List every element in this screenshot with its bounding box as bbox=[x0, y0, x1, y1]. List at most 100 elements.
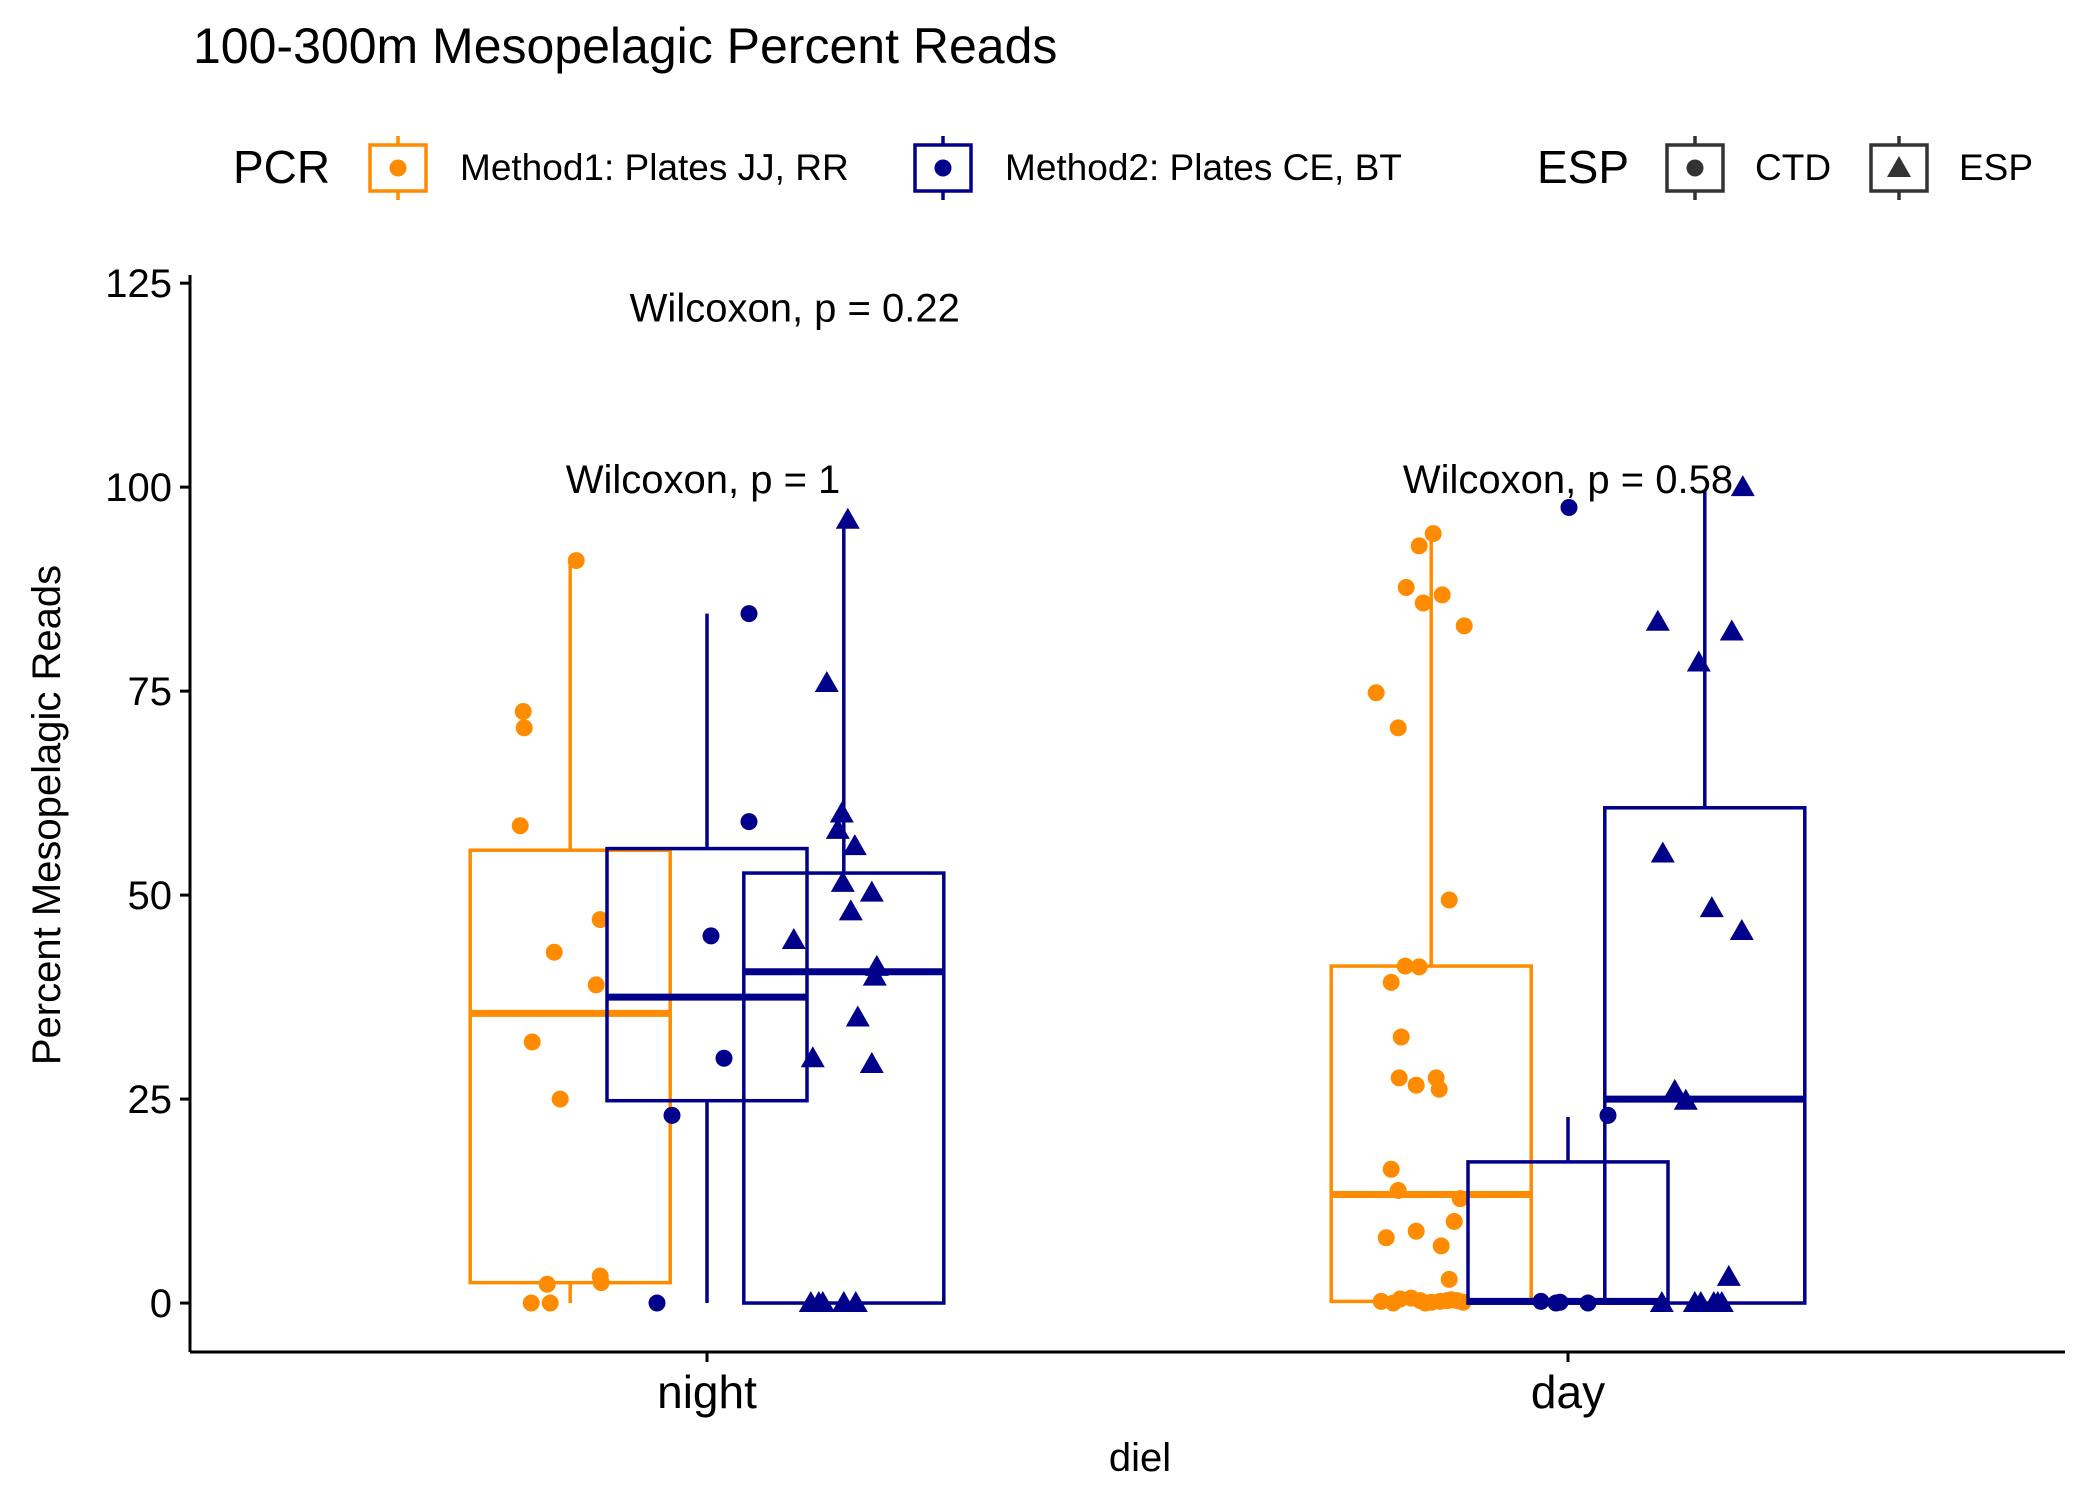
data-point bbox=[1709, 1291, 1734, 1313]
data-point bbox=[835, 507, 860, 529]
data-point bbox=[1455, 617, 1473, 635]
data-point bbox=[1662, 1078, 1687, 1100]
data-point bbox=[1407, 1076, 1425, 1094]
legend-key-pcr bbox=[913, 136, 973, 200]
y-tick-label: 125 bbox=[105, 262, 172, 306]
data-point bbox=[1673, 1088, 1698, 1110]
data-point bbox=[859, 880, 884, 902]
data-point bbox=[523, 1033, 541, 1051]
box bbox=[1329, 964, 1533, 1304]
plot-area: 0 25 50 75 100 125 night day Wilcoxon, p = 0.22 W… bbox=[105, 262, 2065, 1418]
legend-key-esp bbox=[1869, 136, 1929, 200]
data-point bbox=[592, 1274, 610, 1292]
y-axis-label: Percent Mesopelagic Reads bbox=[25, 565, 69, 1065]
data-point bbox=[1410, 537, 1428, 555]
data-point bbox=[515, 719, 533, 737]
data-point bbox=[1730, 475, 1755, 497]
legend-key-pcr bbox=[368, 136, 428, 200]
data-point bbox=[740, 813, 758, 831]
data-point bbox=[1440, 1270, 1458, 1288]
x-tick-label: night bbox=[657, 1366, 757, 1418]
x-tick-label: day bbox=[1531, 1366, 1605, 1418]
data-point bbox=[1424, 525, 1442, 543]
data-point bbox=[1650, 841, 1675, 863]
legend-key-marker bbox=[1887, 156, 1911, 177]
data-point bbox=[511, 817, 529, 835]
data-point bbox=[514, 703, 532, 721]
legend-label-pcr: Method1: Plates JJ, RR bbox=[460, 147, 849, 188]
data-point bbox=[1599, 1106, 1617, 1124]
legend-label-pcr: Method2: Plates CE, BT bbox=[1005, 147, 1402, 188]
data-point bbox=[1649, 1291, 1674, 1313]
data-point bbox=[800, 1046, 825, 1068]
data-point bbox=[810, 1291, 835, 1313]
box-group-day bbox=[1466, 499, 1670, 1312]
box-group-night bbox=[468, 552, 672, 1312]
y-tick-label: 25 bbox=[128, 1078, 173, 1122]
data-point bbox=[1579, 1294, 1597, 1312]
data-point bbox=[663, 1106, 681, 1124]
chart-title: 100-300m Mesopelagic Percent Reads bbox=[193, 18, 1057, 74]
legend-key-esp bbox=[1665, 136, 1725, 200]
data-point bbox=[814, 670, 839, 692]
data-point bbox=[567, 552, 585, 570]
legend-key-marker bbox=[389, 159, 407, 177]
box bbox=[1466, 1160, 1670, 1305]
y-tick-label: 0 bbox=[150, 1282, 172, 1326]
data-point bbox=[842, 834, 867, 856]
data-point bbox=[1729, 918, 1754, 940]
data-point bbox=[1719, 619, 1744, 641]
data-point bbox=[1560, 499, 1578, 517]
data-point bbox=[702, 927, 720, 945]
data-point bbox=[1377, 1229, 1395, 1247]
legend-label-esp: CTD bbox=[1755, 147, 1831, 188]
data-point bbox=[648, 1294, 666, 1312]
data-point bbox=[541, 1294, 559, 1312]
data-point bbox=[1532, 1292, 1550, 1310]
legend-title-pcr: PCR bbox=[233, 141, 330, 193]
data-point bbox=[838, 899, 863, 921]
data-point bbox=[1382, 1160, 1400, 1178]
data-point bbox=[781, 927, 806, 949]
y-tick-label: 50 bbox=[128, 874, 173, 918]
data-point bbox=[864, 954, 889, 976]
data-point bbox=[829, 801, 854, 823]
data-point bbox=[715, 1049, 733, 1067]
data-point bbox=[1716, 1264, 1741, 1286]
box-group-night bbox=[742, 507, 946, 1313]
data-point bbox=[1407, 1222, 1425, 1240]
data-point bbox=[1367, 684, 1385, 702]
y-tick-label: 100 bbox=[105, 466, 172, 510]
box-group-day bbox=[1329, 525, 1533, 1312]
data-point bbox=[1397, 578, 1415, 596]
data-point bbox=[1389, 719, 1407, 737]
data-point bbox=[1440, 891, 1458, 909]
data-point bbox=[1396, 957, 1414, 975]
data-point bbox=[1445, 1212, 1463, 1230]
data-point bbox=[1382, 973, 1400, 991]
data-point bbox=[551, 1090, 569, 1108]
data-point bbox=[1451, 1190, 1469, 1208]
data-point bbox=[1432, 1237, 1450, 1255]
data-point bbox=[1686, 650, 1711, 672]
data-point bbox=[591, 911, 609, 929]
data-point bbox=[1410, 958, 1428, 976]
data-point bbox=[843, 1291, 868, 1313]
data-point bbox=[1645, 609, 1670, 631]
data-point bbox=[1390, 1069, 1408, 1087]
data-point bbox=[1551, 1293, 1569, 1311]
box bbox=[1603, 806, 1807, 1305]
annotation: Wilcoxon, p = 0.22 bbox=[630, 287, 960, 331]
data-point bbox=[1699, 896, 1724, 918]
legend-label-esp: ESP bbox=[1959, 147, 2033, 188]
data-point bbox=[538, 1275, 556, 1293]
annotation: Wilcoxon, p = 1 bbox=[566, 458, 841, 502]
data-point bbox=[1430, 1080, 1448, 1098]
annotation: Wilcoxon, p = 0.58 bbox=[1403, 458, 1733, 502]
legend-title-esp: ESP bbox=[1537, 141, 1629, 193]
legend-key-marker bbox=[934, 159, 952, 177]
data-point bbox=[1389, 1181, 1407, 1199]
data-point bbox=[845, 1005, 870, 1027]
data-point bbox=[522, 1294, 540, 1312]
data-point bbox=[859, 1051, 884, 1073]
